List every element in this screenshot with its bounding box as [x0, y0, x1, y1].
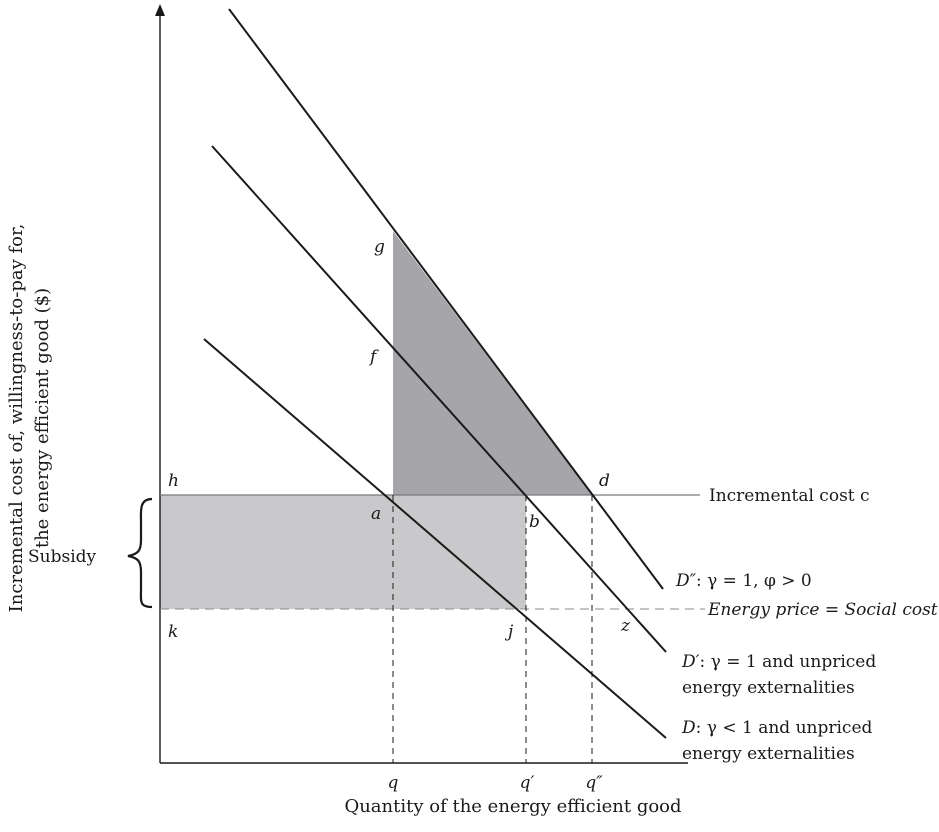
- incremental-cost-label: Incremental cost c: [709, 486, 870, 506]
- point-label-j: j: [504, 622, 514, 642]
- curve-label-d-double-prime: D″: γ = 1, φ > 0: [675, 571, 812, 591]
- demand-curve-d-double-prime: [228, 8, 664, 590]
- quantity-label-q: q: [388, 773, 399, 793]
- curve-name-d: D: [681, 718, 696, 738]
- curve-name-d-double-prime: D″: [675, 571, 697, 591]
- y-axis-label-line2: the energy efficient good ($): [32, 288, 53, 548]
- point-label-a: a: [371, 504, 381, 524]
- point-label-h: h: [168, 471, 179, 491]
- curve-condition-d-line1: : γ < 1 and unpriced: [696, 718, 873, 738]
- point-label-f: f: [368, 347, 379, 367]
- subsidy-label: Subsidy: [28, 547, 97, 567]
- point-label-g: g: [374, 237, 385, 257]
- curve-label-d-line2: energy externalities: [682, 744, 855, 764]
- curve-condition-d-prime-line1: : γ = 1 and unpriced: [700, 652, 877, 672]
- point-label-b: b: [529, 512, 540, 532]
- subsidy-brace: [127, 497, 153, 609]
- quantity-label-q-prime: q′: [520, 773, 535, 793]
- demand-curve-d: [203, 338, 667, 739]
- y-axis-label: Incremental cost of, willingness-to-pay …: [6, 224, 53, 613]
- curve-label-d: D: γ < 1 and unpriced: [681, 718, 872, 738]
- subsidy-rectangle: [160, 495, 526, 609]
- y-axis-label-line1: Incremental cost of, willingness-to-pay …: [6, 224, 27, 613]
- energy-price-label: Energy price = Social cost: [707, 600, 938, 620]
- demand-curve-d-prime: [211, 145, 667, 653]
- curve-label-d-prime-line2: energy externalities: [682, 678, 855, 698]
- quantity-label-q-double-prime: q″: [585, 773, 603, 793]
- point-label-k: k: [168, 622, 178, 642]
- point-label-d: d: [599, 471, 610, 491]
- y-axis-arrow: [155, 4, 165, 16]
- x-axis-label: Quantity of the energy efficient good: [344, 796, 681, 817]
- curve-name-d-prime: D′: [681, 652, 700, 672]
- curve-label-d-prime: D′: γ = 1 and unpriced: [681, 652, 876, 672]
- point-label-z: z: [620, 616, 631, 636]
- curve-condition-d-double-prime: : γ = 1, φ > 0: [696, 571, 812, 591]
